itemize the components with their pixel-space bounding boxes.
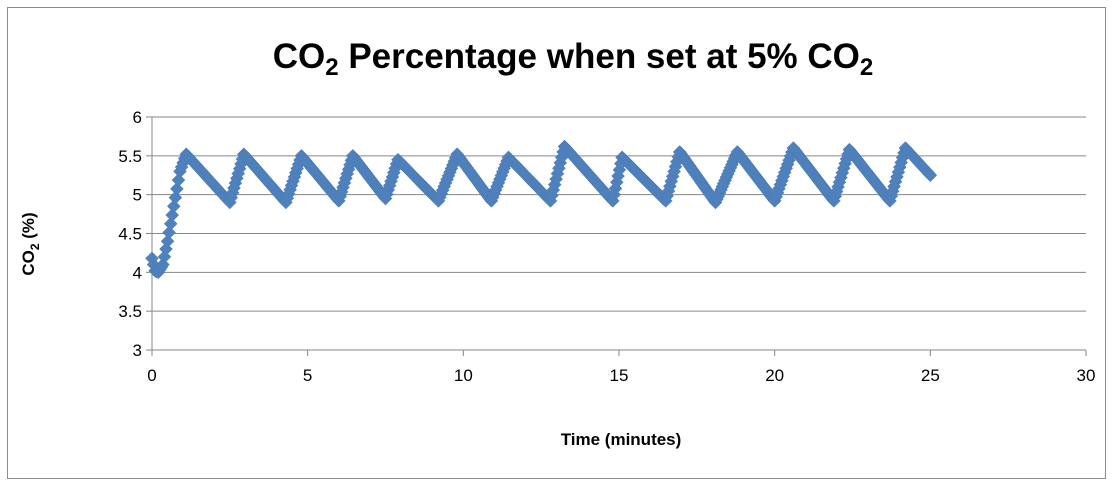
y-tick-label: 6 [133, 108, 142, 127]
data-point [170, 181, 184, 196]
data-point [166, 199, 181, 214]
gridlines [152, 116, 1086, 312]
y-tick-label: 3 [133, 341, 142, 360]
x-tick-label: 10 [454, 366, 473, 385]
data-point [163, 216, 178, 231]
data-point [165, 208, 180, 222]
y-tick-label: 5 [133, 186, 142, 205]
axes [146, 116, 1087, 356]
x-tick-label: 25 [921, 366, 940, 385]
chart-title: CO2 Percentage when set at 5% CO2 [273, 37, 874, 81]
x-tick-label: 30 [1077, 366, 1096, 385]
data-point [168, 190, 183, 205]
x-tick-label: 20 [765, 366, 784, 385]
y-axis-title: CO2 (%) [19, 212, 42, 275]
tick-labels: 3 3.5 4 4.5 5 5.5 6 0 5 10 15 20 25 30 [118, 108, 1095, 385]
x-axis-title: Time (minutes) [561, 430, 682, 449]
x-tick-label: 15 [610, 366, 629, 385]
data-point [160, 234, 175, 249]
y-tick-label: 4.5 [118, 225, 142, 244]
y-tick-label: 4 [133, 263, 142, 282]
x-tick-label: 5 [303, 366, 312, 385]
data-point [171, 173, 186, 187]
chart-svg: CO2 Percentage when set at 5% CO2 CO2 (%… [19, 37, 1095, 449]
y-tick-label: 3.5 [118, 302, 142, 321]
data-points [145, 139, 938, 280]
y-tick-label: 5.5 [118, 147, 142, 166]
data-point [923, 168, 938, 183]
x-tick-label: 0 [147, 366, 156, 385]
data-point [156, 257, 170, 272]
data-point [162, 225, 176, 240]
chart-frame: CO2 Percentage when set at 5% CO2 CO2 (%… [7, 7, 1106, 479]
